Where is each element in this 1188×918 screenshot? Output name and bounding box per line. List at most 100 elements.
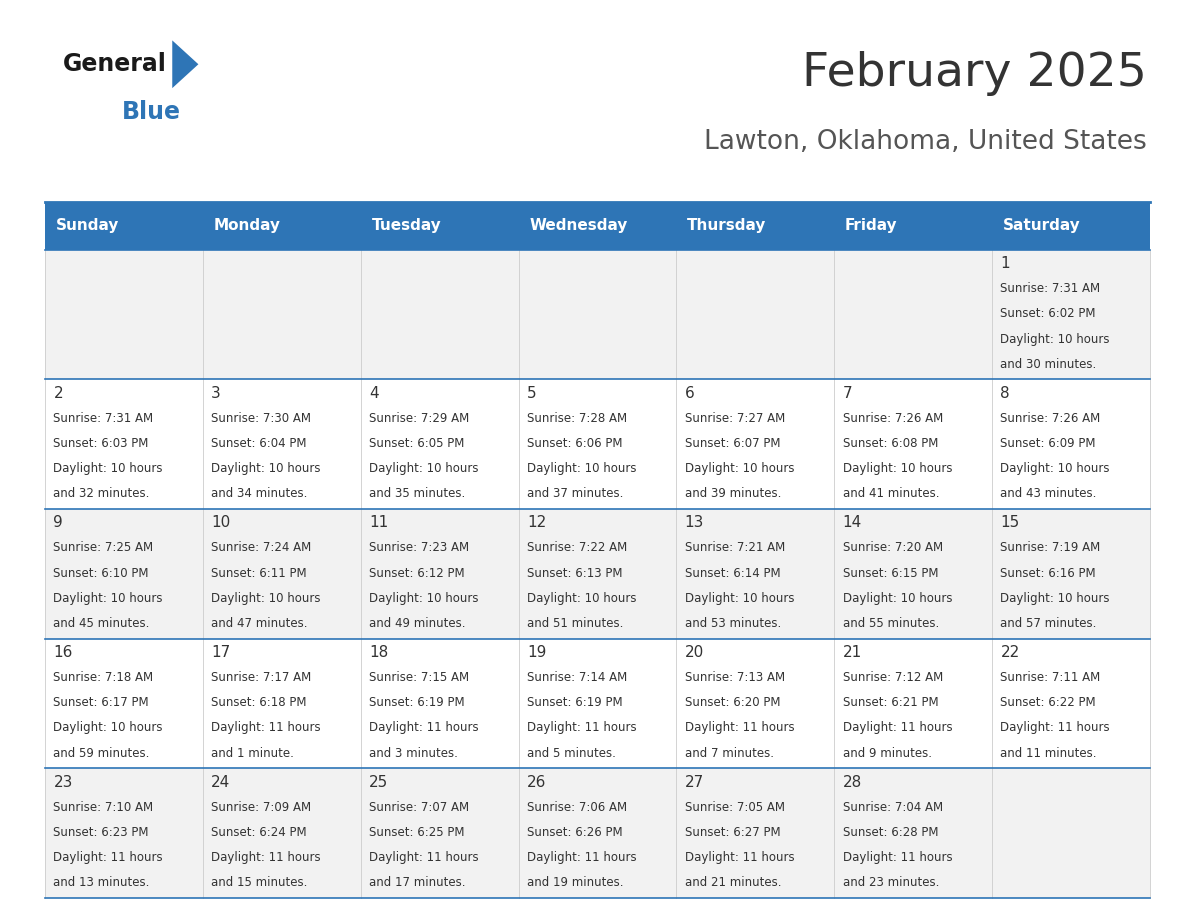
Bar [676, 379, 834, 509]
Bar [519, 202, 676, 250]
Text: Daylight: 10 hours: Daylight: 10 hours [684, 592, 795, 605]
Bar [45, 202, 203, 250]
Text: Sunset: 6:09 PM: Sunset: 6:09 PM [1000, 437, 1097, 450]
Text: February 2025: February 2025 [802, 50, 1146, 96]
Text: Sunset: 6:18 PM: Sunset: 6:18 PM [211, 696, 307, 710]
Bar [361, 768, 519, 898]
Text: Sunrise: 7:30 AM: Sunrise: 7:30 AM [211, 411, 311, 425]
Text: Saturday: Saturday [1003, 218, 1081, 233]
Text: and 9 minutes.: and 9 minutes. [842, 746, 931, 760]
Bar [45, 379, 203, 509]
Text: and 3 minutes.: and 3 minutes. [369, 746, 459, 760]
Text: 3: 3 [211, 386, 221, 401]
Text: Daylight: 10 hours: Daylight: 10 hours [369, 592, 479, 605]
Text: and 45 minutes.: and 45 minutes. [53, 617, 150, 630]
Text: and 21 minutes.: and 21 minutes. [684, 877, 782, 890]
Text: Daylight: 11 hours: Daylight: 11 hours [684, 851, 795, 864]
Text: Sunrise: 7:17 AM: Sunrise: 7:17 AM [211, 671, 311, 684]
Text: Daylight: 11 hours: Daylight: 11 hours [369, 722, 479, 734]
Bar [992, 250, 1150, 379]
Text: Daylight: 11 hours: Daylight: 11 hours [1000, 722, 1110, 734]
Bar [834, 250, 992, 379]
Text: 14: 14 [842, 515, 861, 531]
Text: and 51 minutes.: and 51 minutes. [527, 617, 624, 630]
Text: and 37 minutes.: and 37 minutes. [527, 487, 624, 500]
Text: Sunset: 6:07 PM: Sunset: 6:07 PM [684, 437, 781, 450]
Bar [519, 250, 676, 379]
Text: Sunrise: 7:07 AM: Sunrise: 7:07 AM [369, 800, 469, 813]
Text: Sunset: 6:17 PM: Sunset: 6:17 PM [53, 696, 148, 710]
Text: and 1 minute.: and 1 minute. [211, 746, 295, 760]
Text: Sunset: 6:26 PM: Sunset: 6:26 PM [527, 826, 623, 839]
Text: Sunrise: 7:04 AM: Sunrise: 7:04 AM [842, 800, 943, 813]
Text: Daylight: 10 hours: Daylight: 10 hours [369, 463, 479, 476]
Text: Daylight: 11 hours: Daylight: 11 hours [842, 722, 953, 734]
Text: Sunset: 6:21 PM: Sunset: 6:21 PM [842, 696, 939, 710]
Text: 12: 12 [527, 515, 546, 531]
Text: Sunrise: 7:14 AM: Sunrise: 7:14 AM [527, 671, 627, 684]
Bar [992, 639, 1150, 768]
Text: 19: 19 [527, 645, 546, 660]
Text: Sunrise: 7:22 AM: Sunrise: 7:22 AM [527, 542, 627, 554]
Text: 4: 4 [369, 386, 379, 401]
Text: Monday: Monday [214, 218, 280, 233]
Text: Sunrise: 7:05 AM: Sunrise: 7:05 AM [684, 800, 785, 813]
Text: Wednesday: Wednesday [530, 218, 627, 233]
Text: Daylight: 11 hours: Daylight: 11 hours [369, 851, 479, 864]
Bar [361, 202, 519, 250]
Text: Daylight: 10 hours: Daylight: 10 hours [842, 463, 952, 476]
Text: 17: 17 [211, 645, 230, 660]
Text: and 55 minutes.: and 55 minutes. [842, 617, 939, 630]
Text: Daylight: 11 hours: Daylight: 11 hours [211, 851, 321, 864]
Text: and 23 minutes.: and 23 minutes. [842, 877, 939, 890]
Text: Daylight: 11 hours: Daylight: 11 hours [53, 851, 163, 864]
Text: and 49 minutes.: and 49 minutes. [369, 617, 466, 630]
Text: Sunset: 6:04 PM: Sunset: 6:04 PM [211, 437, 307, 450]
Text: Sunrise: 7:18 AM: Sunrise: 7:18 AM [53, 671, 153, 684]
Text: 25: 25 [369, 775, 388, 789]
Text: Sunrise: 7:15 AM: Sunrise: 7:15 AM [369, 671, 469, 684]
Text: Sunset: 6:22 PM: Sunset: 6:22 PM [1000, 696, 1097, 710]
Text: Sunrise: 7:21 AM: Sunrise: 7:21 AM [684, 542, 785, 554]
Text: Sunrise: 7:27 AM: Sunrise: 7:27 AM [684, 411, 785, 425]
Text: and 57 minutes.: and 57 minutes. [1000, 617, 1097, 630]
Text: Sunset: 6:20 PM: Sunset: 6:20 PM [684, 696, 781, 710]
Text: and 34 minutes.: and 34 minutes. [211, 487, 308, 500]
Text: 23: 23 [53, 775, 72, 789]
Bar [361, 509, 519, 639]
Text: Sunrise: 7:29 AM: Sunrise: 7:29 AM [369, 411, 469, 425]
Bar [834, 509, 992, 639]
Bar [992, 379, 1150, 509]
Text: 27: 27 [684, 775, 704, 789]
Text: Sunset: 6:05 PM: Sunset: 6:05 PM [369, 437, 465, 450]
Text: 9: 9 [53, 515, 63, 531]
Text: Daylight: 10 hours: Daylight: 10 hours [842, 592, 952, 605]
Text: and 35 minutes.: and 35 minutes. [369, 487, 466, 500]
Text: Daylight: 10 hours: Daylight: 10 hours [211, 463, 321, 476]
Bar [203, 639, 361, 768]
Text: 6: 6 [684, 386, 695, 401]
Text: Daylight: 10 hours: Daylight: 10 hours [53, 463, 163, 476]
Text: 21: 21 [842, 645, 861, 660]
Bar [834, 379, 992, 509]
Text: and 17 minutes.: and 17 minutes. [369, 877, 466, 890]
Bar [676, 509, 834, 639]
Text: Sunrise: 7:24 AM: Sunrise: 7:24 AM [211, 542, 311, 554]
Bar [45, 639, 203, 768]
Text: Sunrise: 7:09 AM: Sunrise: 7:09 AM [211, 800, 311, 813]
Text: and 11 minutes.: and 11 minutes. [1000, 746, 1097, 760]
Text: Sunrise: 7:31 AM: Sunrise: 7:31 AM [1000, 282, 1100, 295]
Text: Sunset: 6:08 PM: Sunset: 6:08 PM [842, 437, 939, 450]
Bar [361, 250, 519, 379]
Text: Daylight: 11 hours: Daylight: 11 hours [211, 722, 321, 734]
Text: Sunrise: 7:12 AM: Sunrise: 7:12 AM [842, 671, 943, 684]
Text: Sunset: 6:16 PM: Sunset: 6:16 PM [1000, 566, 1097, 579]
Text: and 7 minutes.: and 7 minutes. [684, 746, 773, 760]
Bar [519, 768, 676, 898]
Text: Tuesday: Tuesday [372, 218, 441, 233]
Text: and 15 minutes.: and 15 minutes. [211, 877, 308, 890]
Text: 26: 26 [527, 775, 546, 789]
Text: Sunrise: 7:26 AM: Sunrise: 7:26 AM [1000, 411, 1101, 425]
Text: Daylight: 10 hours: Daylight: 10 hours [1000, 592, 1110, 605]
Text: and 19 minutes.: and 19 minutes. [527, 877, 624, 890]
